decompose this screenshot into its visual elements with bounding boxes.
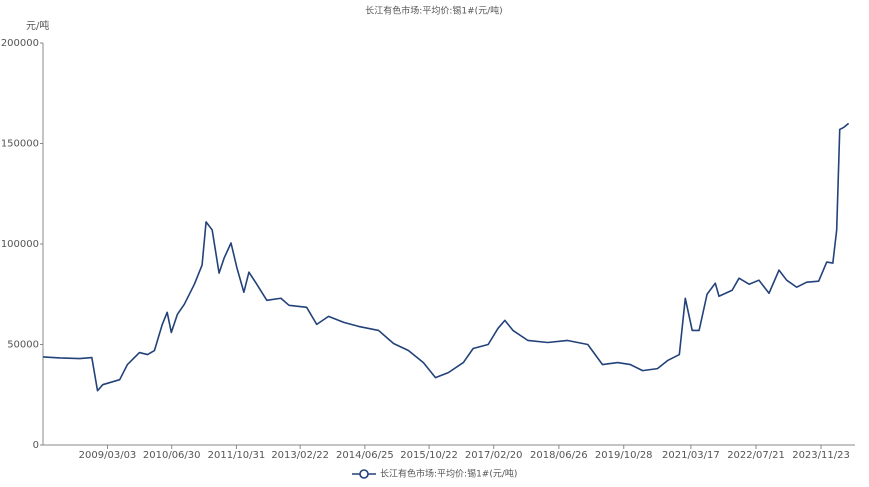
y-axis-unit: 元/吨: [26, 19, 49, 32]
x-tick-label: 2023/11/23: [792, 450, 850, 461]
x-tick-label: 2014/06/25: [336, 450, 394, 461]
x-tick-label: 2010/06/30: [143, 450, 201, 461]
legend-label: 长江有色市场:平均价:锡1#(元/吨): [380, 468, 517, 480]
x-tick-label: 2015/10/22: [400, 450, 458, 461]
y-tick-label: 100000: [1, 239, 39, 250]
x-tick-label: 2021/03/17: [662, 450, 720, 461]
y-tick-label: 0: [33, 440, 39, 451]
y-tick-label: 50000: [7, 340, 39, 351]
x-tick-label: 2013/02/22: [271, 450, 329, 461]
x-tick-label: 2019/10/28: [595, 450, 653, 461]
y-tick-label: 150000: [1, 139, 39, 150]
y-tick-label: 200000: [1, 38, 39, 49]
chart-title: 长江有色市场:平均价:锡1#(元/吨): [365, 5, 502, 17]
x-tick-label: 2018/06/26: [530, 450, 588, 461]
series-line: [42, 122, 850, 392]
x-tick-label: 2009/03/03: [79, 450, 137, 461]
x-tick-label: 2011/10/31: [208, 450, 266, 461]
x-tick-label: 2022/07/21: [727, 450, 785, 461]
legend-marker: [359, 469, 369, 479]
x-tick-label: 2017/02/20: [465, 450, 523, 461]
